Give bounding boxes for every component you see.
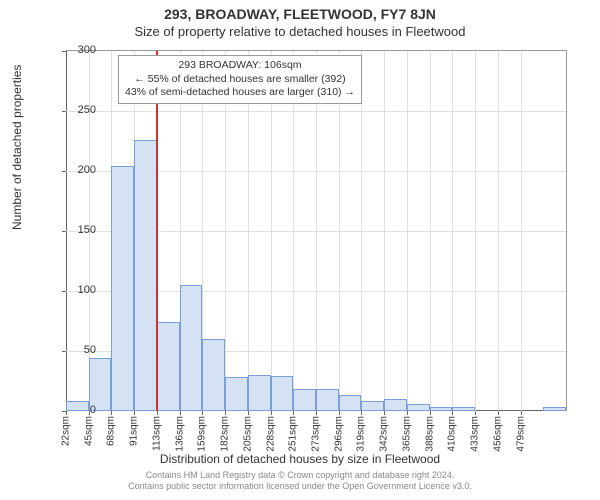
ytick-label: 200	[56, 164, 96, 176]
info-box: 293 BROADWAY: 106sqm← 55% of detached ho…	[118, 55, 362, 104]
info-line-3: 43% of semi-detached houses are larger (…	[125, 86, 355, 100]
xtick-mark	[293, 411, 294, 415]
ytick-label: 50	[56, 344, 96, 356]
gridline-vertical	[293, 51, 294, 411]
histogram-bar	[157, 322, 180, 411]
histogram-bar	[384, 399, 407, 411]
gridline-vertical	[430, 51, 431, 411]
xtick-label: 228sqm	[265, 416, 276, 452]
gridline-vertical	[498, 51, 499, 411]
histogram-bar	[225, 377, 248, 411]
xtick-mark	[180, 411, 181, 415]
histogram-bar	[452, 407, 475, 411]
xtick-mark	[271, 411, 272, 415]
xtick-mark	[202, 411, 203, 415]
xtick-label: 479sqm	[515, 416, 526, 452]
info-line-2: ← 55% of detached houses are smaller (39…	[125, 73, 355, 87]
xtick-label: 388sqm	[424, 416, 435, 452]
chart-container: 293, BROADWAY, FLEETWOOD, FY7 8JN Size o…	[0, 0, 600, 500]
histogram-bar	[430, 407, 453, 411]
xtick-mark	[521, 411, 522, 415]
histogram-bar	[293, 389, 316, 411]
ytick-label: 250	[56, 104, 96, 116]
gridline-vertical	[316, 51, 317, 411]
footer-text: Contains HM Land Registry data © Crown c…	[0, 470, 600, 492]
xtick-label: 68sqm	[106, 416, 117, 446]
gridline-vertical	[384, 51, 385, 411]
gridline-vertical	[225, 51, 226, 411]
xtick-label: 91sqm	[129, 416, 140, 446]
xtick-label: 273sqm	[311, 416, 322, 452]
y-axis-label: Number of detached properties	[10, 65, 24, 230]
xtick-mark	[248, 411, 249, 415]
xtick-label: 456sqm	[492, 416, 503, 452]
xtick-label: 136sqm	[174, 416, 185, 452]
x-axis-label: Distribution of detached houses by size …	[0, 452, 600, 466]
xtick-mark	[475, 411, 476, 415]
page-subtitle: Size of property relative to detached ho…	[0, 22, 600, 39]
xtick-mark	[452, 411, 453, 415]
xtick-mark	[430, 411, 431, 415]
info-line-1: 293 BROADWAY: 106sqm	[125, 59, 355, 73]
histogram-bar	[202, 339, 225, 411]
histogram-bar	[316, 389, 339, 411]
gridline-vertical	[521, 51, 522, 411]
ytick-label: 0	[56, 404, 96, 416]
ytick-label: 100	[56, 284, 96, 296]
footer-line-2: Contains public sector information licen…	[0, 481, 600, 492]
xtick-label: 159sqm	[197, 416, 208, 452]
xtick-mark	[225, 411, 226, 415]
histogram-bar	[339, 395, 362, 411]
xtick-label: 433sqm	[470, 416, 481, 452]
chart-area	[66, 50, 567, 411]
xtick-mark	[316, 411, 317, 415]
histogram-bar	[111, 166, 134, 411]
xtick-label: 296sqm	[333, 416, 344, 452]
xtick-label: 22sqm	[61, 416, 72, 446]
gridline-vertical	[407, 51, 408, 411]
plot-region	[66, 51, 566, 411]
xtick-label: 113sqm	[151, 416, 162, 451]
histogram-bar	[271, 376, 294, 411]
gridline-vertical	[475, 51, 476, 411]
xtick-mark	[339, 411, 340, 415]
xtick-mark	[134, 411, 135, 415]
xtick-label: 251sqm	[288, 416, 299, 452]
xtick-label: 182sqm	[220, 416, 231, 452]
gridline-vertical	[271, 51, 272, 411]
gridline-vertical	[361, 51, 362, 411]
xtick-label: 205sqm	[242, 416, 253, 452]
xtick-mark	[384, 411, 385, 415]
gridline-vertical	[452, 51, 453, 411]
xtick-mark	[111, 411, 112, 415]
histogram-bar	[361, 401, 384, 411]
xtick-label: 365sqm	[401, 416, 412, 452]
xtick-mark	[407, 411, 408, 415]
histogram-bar	[543, 407, 566, 411]
xtick-label: 45sqm	[83, 416, 94, 446]
xtick-label: 410sqm	[447, 416, 458, 452]
xtick-mark	[498, 411, 499, 415]
histogram-bar	[407, 404, 430, 411]
ytick-label: 150	[56, 224, 96, 236]
page-title: 293, BROADWAY, FLEETWOOD, FY7 8JN	[0, 0, 600, 22]
gridline-vertical	[248, 51, 249, 411]
marker-line	[156, 51, 158, 411]
xtick-mark	[157, 411, 158, 415]
footer-line-1: Contains HM Land Registry data © Crown c…	[0, 470, 600, 481]
histogram-bar	[180, 285, 203, 411]
xtick-label: 342sqm	[379, 416, 390, 452]
xtick-mark	[361, 411, 362, 415]
histogram-bar	[134, 140, 157, 411]
ytick-label: 300	[56, 44, 96, 56]
histogram-bar	[248, 375, 271, 411]
xtick-label: 319sqm	[356, 416, 367, 452]
gridline-vertical	[339, 51, 340, 411]
